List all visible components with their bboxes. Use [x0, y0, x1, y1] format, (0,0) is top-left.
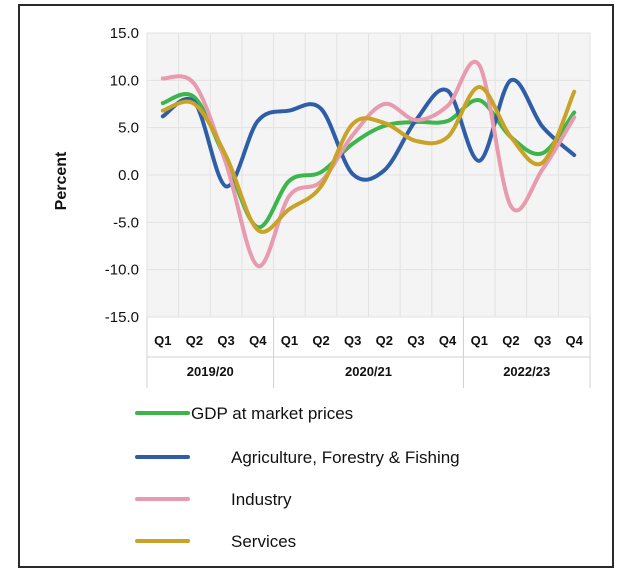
- y-tick-label: 15.0: [110, 25, 139, 42]
- x-year-label: 2020/21: [345, 364, 392, 379]
- x-tick-label: Q4: [439, 333, 457, 348]
- x-tick-label: Q4: [566, 333, 584, 348]
- y-tick-label: -15.0: [105, 309, 139, 326]
- x-tick-label: Q3: [534, 333, 551, 348]
- y-axis-title: Percent: [53, 151, 70, 210]
- y-tick-label: 10.0: [110, 72, 139, 89]
- y-tick-label: -5.0: [113, 214, 139, 231]
- x-tick-label: Q2: [186, 333, 203, 348]
- legend-label-agriculture-forestry-fishing: Agriculture, Forestry & Fishing: [231, 448, 460, 467]
- x-year-label: 2019/20: [187, 364, 234, 379]
- legend: GDP at market prices Agriculture, Forestr…: [135, 404, 460, 551]
- x-tick-label: Q2: [502, 333, 519, 348]
- y-axis: 15.0 10.0 5.0 0.0 -5.0 -10.0 -15.0: [105, 25, 139, 326]
- x-tick-label: Q1: [281, 333, 298, 348]
- x-tick-label: Q2: [376, 333, 393, 348]
- x-tick-label: Q3: [407, 333, 424, 348]
- series-lines: [160, 60, 577, 268]
- series-line-services: [160, 85, 577, 234]
- y-tick-label: -10.0: [105, 262, 139, 279]
- x-year-label: 2022/23: [503, 364, 550, 379]
- x-tick-label: Q1: [471, 333, 488, 348]
- legend-label-gdp-at-market-prices: GDP at market prices: [191, 404, 353, 423]
- series-line-industry: [160, 60, 577, 268]
- grid: [146, 32, 591, 318]
- legend-label-services: Services: [231, 532, 296, 551]
- x-tick-label: Q1: [154, 333, 171, 348]
- series-line-agriculture-forestry-fishing: [160, 78, 577, 189]
- x-tick-label: Q3: [217, 333, 234, 348]
- y-tick-label: 0.0: [118, 167, 139, 184]
- y-tick-label: 5.0: [118, 120, 139, 137]
- x-tick-label: Q2: [312, 333, 329, 348]
- chart-frame: 15.0 10.0 5.0 0.0 -5.0 -10.0 -15.0 Percent Q1 Q…: [18, 4, 614, 568]
- x-axis: Q1 Q2 Q3 Q4 Q1 Q2 Q3 Q2 Q3 Q4 Q1 Q2 Q3 Q4 2019/20 2020/…: [146, 317, 591, 388]
- x-tick-label: Q4: [249, 333, 267, 348]
- line-chart: 15.010.05.00.0-5.0-10.0-15.0 Percent Q1 Q…: [53, 25, 591, 551]
- legend-label-industry: Industry: [231, 490, 292, 509]
- x-tick-label: Q3: [344, 333, 361, 348]
